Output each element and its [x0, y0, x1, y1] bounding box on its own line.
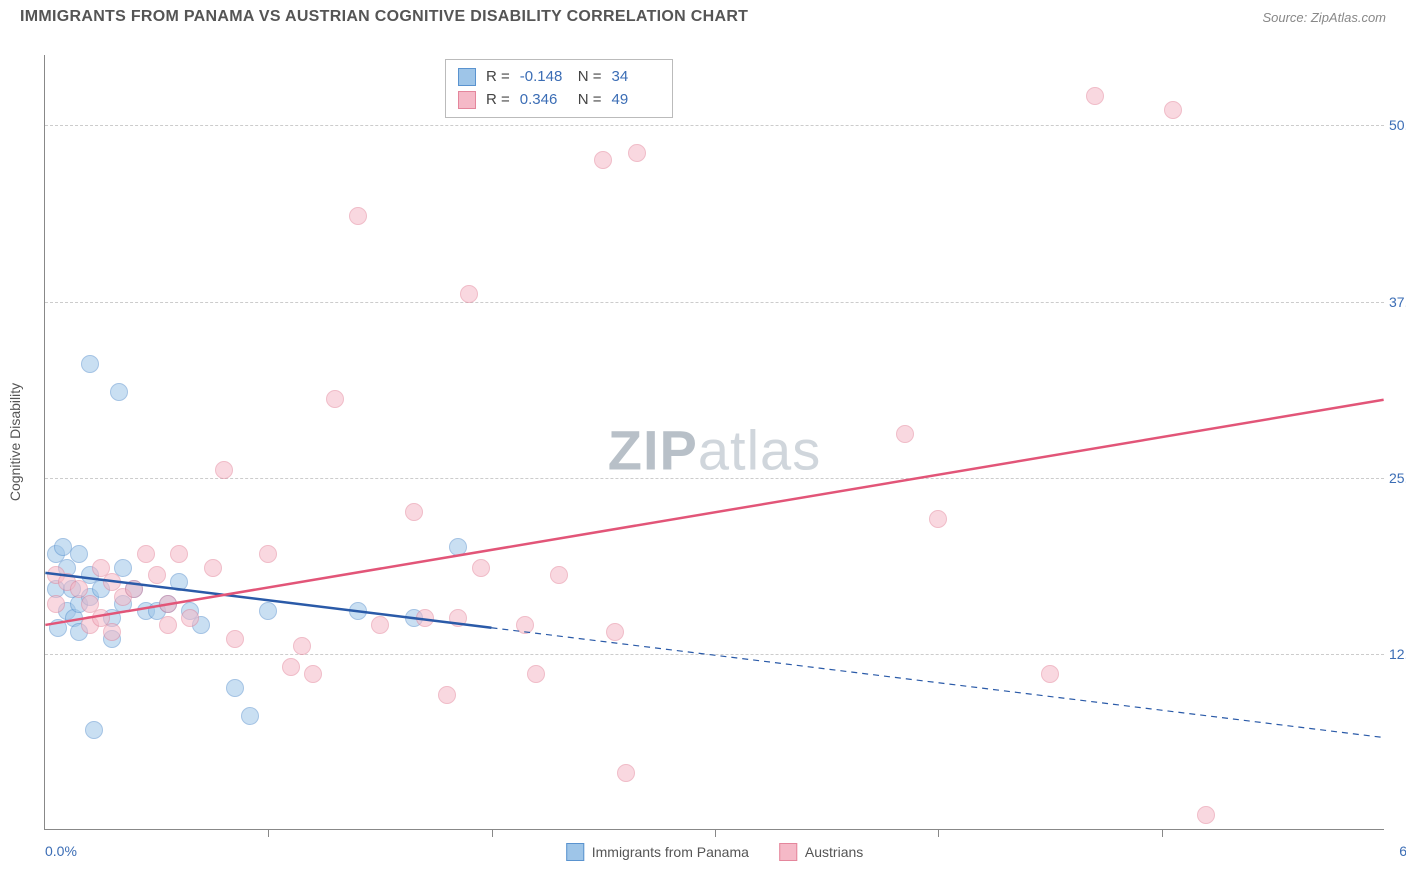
legend-swatch-panama	[458, 68, 476, 86]
scatter-point	[226, 679, 244, 697]
scatter-point	[304, 665, 322, 683]
gridline	[45, 478, 1384, 479]
scatter-point	[215, 461, 233, 479]
legend-bottom: Immigrants from Panama Austrians	[566, 843, 864, 861]
scatter-point	[326, 390, 344, 408]
gridline	[45, 302, 1384, 303]
scatter-point	[449, 538, 467, 556]
legend-n-label: N =	[578, 66, 602, 89]
y-axis-title: Cognitive Disability	[7, 383, 23, 501]
legend-stats-box: R = -0.148 N = 34 R = 0.346 N = 49	[445, 59, 673, 118]
scatter-point	[125, 580, 143, 598]
scatter-point	[349, 602, 367, 620]
gridline	[45, 125, 1384, 126]
legend-r-value-0: -0.148	[520, 66, 568, 89]
scatter-point	[49, 619, 67, 637]
chart-plot-area: Cognitive Disability ZIPatlas R = -0.148…	[44, 55, 1384, 830]
scatter-point	[1086, 87, 1104, 105]
scatter-point	[170, 573, 188, 591]
scatter-point	[204, 559, 222, 577]
scatter-point	[1041, 665, 1059, 683]
x-tick	[1162, 829, 1163, 837]
chart-title: IMMIGRANTS FROM PANAMA VS AUSTRIAN COGNI…	[20, 8, 748, 26]
legend-n-value-0: 34	[612, 66, 660, 89]
chart-header: IMMIGRANTS FROM PANAMA VS AUSTRIAN COGNI…	[0, 0, 1406, 30]
chart-source: Source: ZipAtlas.com	[1262, 10, 1386, 25]
x-axis-max-label: 60.0%	[1399, 843, 1406, 859]
scatter-point	[1164, 101, 1182, 119]
scatter-point	[181, 609, 199, 627]
x-tick	[492, 829, 493, 837]
legend-item-panama: Immigrants from Panama	[566, 843, 749, 861]
scatter-point	[896, 425, 914, 443]
scatter-point	[606, 623, 624, 641]
y-tick-label: 50.0%	[1389, 117, 1406, 133]
scatter-point	[617, 764, 635, 782]
legend-stats-row-1: R = 0.346 N = 49	[458, 89, 660, 112]
scatter-point	[349, 207, 367, 225]
scatter-point	[293, 637, 311, 655]
scatter-point	[416, 609, 434, 627]
scatter-point	[159, 595, 177, 613]
scatter-point	[516, 616, 534, 634]
scatter-point	[628, 144, 646, 162]
scatter-point	[527, 665, 545, 683]
legend-n-label: N =	[578, 89, 602, 112]
legend-n-value-1: 49	[612, 89, 660, 112]
watermark: ZIPatlas	[608, 417, 821, 482]
legend-label-austrians: Austrians	[805, 844, 863, 860]
watermark-suffix: atlas	[698, 418, 821, 481]
scatter-point	[472, 559, 490, 577]
scatter-point	[929, 510, 947, 528]
scatter-point	[110, 383, 128, 401]
trend-line	[491, 628, 1383, 738]
scatter-point	[1197, 806, 1215, 824]
scatter-point	[594, 151, 612, 169]
legend-swatch-austrians	[779, 843, 797, 861]
legend-swatch-austrians	[458, 91, 476, 109]
x-tick	[268, 829, 269, 837]
scatter-point	[259, 602, 277, 620]
legend-r-value-1: 0.346	[520, 89, 568, 112]
y-tick-label: 12.5%	[1389, 646, 1406, 662]
scatter-point	[81, 355, 99, 373]
scatter-point	[226, 630, 244, 648]
scatter-point	[282, 658, 300, 676]
scatter-point	[438, 686, 456, 704]
scatter-point	[449, 609, 467, 627]
trend-line	[45, 400, 1383, 625]
x-tick	[938, 829, 939, 837]
scatter-point	[47, 595, 65, 613]
scatter-point	[241, 707, 259, 725]
watermark-prefix: ZIP	[608, 418, 698, 481]
legend-swatch-panama	[566, 843, 584, 861]
scatter-point	[259, 545, 277, 563]
legend-label-panama: Immigrants from Panama	[592, 844, 749, 860]
scatter-point	[460, 285, 478, 303]
scatter-point	[170, 545, 188, 563]
scatter-point	[148, 566, 166, 584]
scatter-point	[70, 545, 88, 563]
legend-r-label: R =	[486, 89, 510, 112]
legend-item-austrians: Austrians	[779, 843, 863, 861]
x-axis-min-label: 0.0%	[45, 843, 77, 859]
scatter-point	[137, 545, 155, 563]
legend-r-label: R =	[486, 66, 510, 89]
y-tick-label: 25.0%	[1389, 470, 1406, 486]
x-tick	[715, 829, 716, 837]
scatter-point	[405, 503, 423, 521]
scatter-point	[103, 623, 121, 641]
gridline	[45, 654, 1384, 655]
scatter-point	[159, 616, 177, 634]
scatter-point	[371, 616, 389, 634]
scatter-point	[550, 566, 568, 584]
legend-stats-row-0: R = -0.148 N = 34	[458, 66, 660, 89]
scatter-point	[85, 721, 103, 739]
y-tick-label: 37.5%	[1389, 294, 1406, 310]
